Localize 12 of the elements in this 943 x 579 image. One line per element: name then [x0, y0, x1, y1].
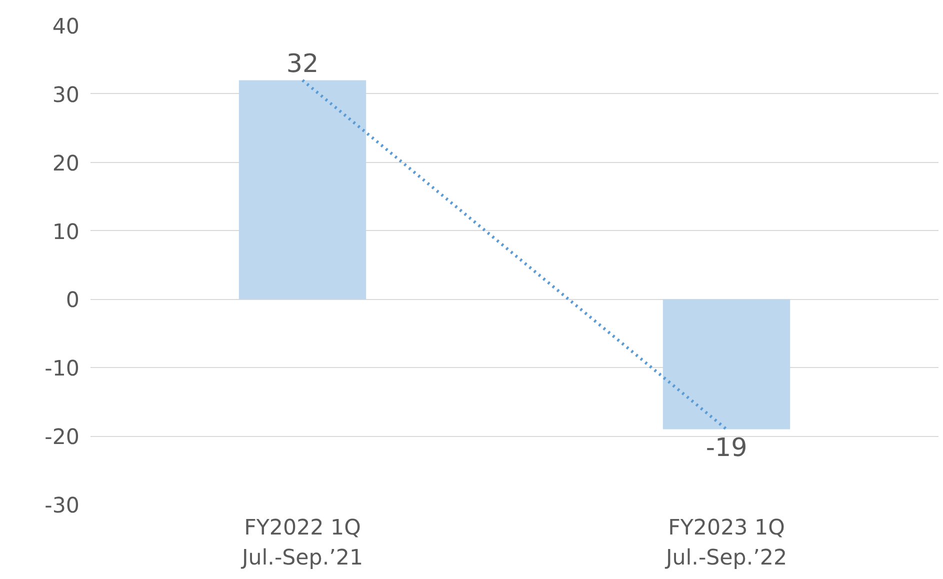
- x-tick-label: FY2022 1Q Jul.-Sep.’21: [240, 516, 364, 570]
- y-tick-label: 20: [52, 151, 80, 176]
- y-tick-label: 30: [52, 82, 80, 108]
- y-tick-label: -20: [44, 425, 80, 450]
- y-tick-label: 10: [52, 220, 80, 245]
- data-label: -19: [706, 432, 748, 462]
- x-tick-label: FY2023 1Q Jul.-Sep.’22: [664, 516, 788, 570]
- data-label: 32: [286, 48, 319, 78]
- y-tick-label: -30: [44, 494, 80, 518]
- y-tick-label: -10: [44, 356, 80, 382]
- y-tick-label: 0: [66, 288, 80, 314]
- y-tick-label: 40: [52, 14, 80, 40]
